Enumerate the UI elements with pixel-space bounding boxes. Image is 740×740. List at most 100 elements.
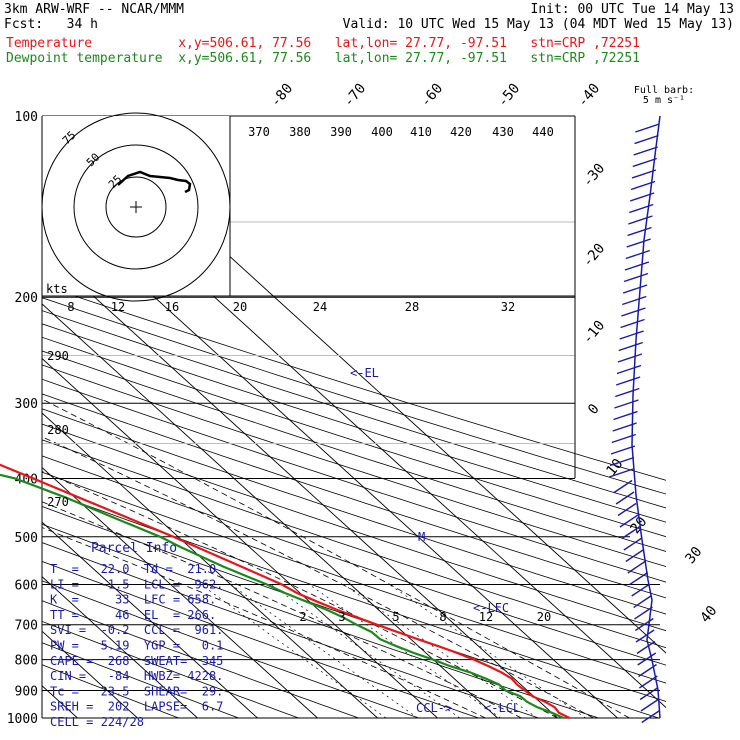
wind-barb (634, 617, 654, 632)
wind-barb (622, 284, 648, 294)
model-title: 3km ARW-WRF -- NCAR/MMM (4, 2, 185, 17)
wind-barb (627, 560, 647, 574)
isotherm-line (42, 412, 378, 718)
theta-label: 370 (248, 125, 270, 139)
wind-barb (639, 686, 659, 701)
speed-unit-label: kts (46, 282, 68, 296)
isotherm-label: -60 (418, 81, 447, 111)
dewpoint-location: x,y=506.61, 77.56 lat,lon= 27.77, -97.51… (178, 51, 640, 66)
isotherm-line (42, 248, 558, 718)
theta-label: 380 (289, 125, 311, 139)
mixing-ratio-line (270, 584, 461, 718)
wind-barb (611, 433, 637, 444)
theta-left-label: 280 (47, 423, 69, 437)
wind-legend-units: 5 m s⁻¹ (643, 95, 685, 106)
wind-barb (620, 318, 645, 329)
isotherm-label: -50 (495, 81, 524, 111)
isotherm-label: -30 (580, 161, 609, 191)
wind-barb (615, 387, 640, 398)
wind-barb (637, 652, 657, 666)
dry-adiabat (42, 542, 539, 718)
mixed-layer-marker: M (418, 530, 425, 544)
speed-axis-label: 28 (405, 300, 419, 314)
wind-barb (609, 456, 635, 467)
isotherm-line (42, 521, 258, 718)
speed-axis-label: 24 (313, 300, 327, 314)
parcel-info-row: LI = -1.5 LCL = 962. (50, 577, 223, 591)
hodograph-ring (73, 144, 199, 270)
isotherm-line (42, 303, 498, 718)
dry-adiabat (42, 408, 666, 615)
pressure-label-600: 600 (15, 578, 38, 593)
dry-adiabat (42, 364, 666, 567)
el-annotation: <-EL (350, 366, 379, 380)
dry-adiabat (42, 423, 666, 632)
wind-barb (641, 709, 661, 724)
mixing-ratio-line (200, 584, 387, 718)
isotherm-label: -40 (575, 81, 604, 111)
wind-barb (610, 445, 636, 455)
wind-barb (640, 698, 660, 712)
wind-barb (623, 272, 649, 283)
theta-label: 410 (410, 125, 432, 139)
wind-barb (632, 157, 657, 168)
theta-label: 440 (532, 125, 554, 139)
dry-adiabat (42, 378, 666, 583)
pressure-label-700: 700 (15, 619, 38, 634)
dry-adiabat (42, 664, 179, 718)
dry-adiabat (42, 620, 299, 718)
parcel-info-row: T = 22.0 Td = 21.0 (50, 562, 216, 576)
speed-axis-label: 12 (111, 300, 125, 314)
mixing-ratio-label: 20 (537, 610, 551, 624)
pressure-label-100: 100 (15, 110, 38, 125)
dry-adiabat (42, 580, 419, 718)
wind-barb (636, 640, 656, 655)
isotherm-label: -10 (580, 318, 609, 348)
isotherm-label: 30 (682, 544, 705, 567)
wind-barb (638, 675, 658, 689)
theta-left-label: 290 (47, 349, 69, 363)
wind-barb (613, 479, 633, 494)
parcel-info-row: CIN = -84 HWBZ= 4228. (50, 669, 223, 683)
dry-adiabat (42, 506, 659, 718)
wind-barb (635, 629, 655, 643)
mixing-ratio-line (308, 584, 501, 718)
wind-barb (625, 548, 645, 563)
dry-adiabat (42, 488, 666, 702)
wind-legend-title: Full barb: (634, 85, 694, 96)
lcl-annotation: <-LCL (484, 701, 520, 715)
dry-adiabat (42, 560, 479, 718)
dry-adiabat (42, 600, 359, 718)
wind-barb (619, 514, 639, 528)
wind-barb (616, 364, 642, 375)
parcel-info-row: Tc = 23.5 SHEAR= 29. (50, 684, 223, 698)
isotherm-line (42, 466, 318, 718)
wind-barb (629, 203, 654, 214)
dewpoint-label: Dewpoint temperature (6, 51, 163, 66)
theta-label: 390 (330, 125, 352, 139)
pressure-label-800: 800 (15, 654, 38, 669)
wind-barb (613, 410, 638, 421)
dry-adiabat (42, 642, 239, 718)
init-time: Init: 00 UTC Tue 14 May 13 (530, 2, 735, 17)
parcel-info-row: K = 33 LFC = 658. (50, 593, 216, 607)
theta-label: 430 (492, 125, 514, 139)
parcel-info-row: SREH = 202 LAPSE= 6.7 (50, 700, 223, 714)
speed-axis-label: 20 (233, 300, 247, 314)
pressure-label-500: 500 (15, 531, 38, 546)
theta-label: 400 (371, 125, 393, 139)
wind-barb (614, 399, 639, 409)
pressure-label-300: 300 (15, 397, 38, 412)
wind-barb (631, 169, 657, 179)
isotherm-label: -20 (580, 241, 609, 271)
dewpoint-trace (0, 473, 564, 720)
dry-adiabat (42, 439, 666, 649)
hodograph-trace (117, 170, 192, 194)
wind-barb (638, 663, 657, 678)
dry-adiabat (42, 523, 599, 718)
parcel-info-row: PW = 5.19 YGP = 0.1 (50, 639, 223, 653)
wind-barb (633, 146, 658, 156)
parcel-info-row: CAPE = 268 SWEAT= 345 (50, 654, 223, 668)
wind-barb (633, 594, 653, 609)
